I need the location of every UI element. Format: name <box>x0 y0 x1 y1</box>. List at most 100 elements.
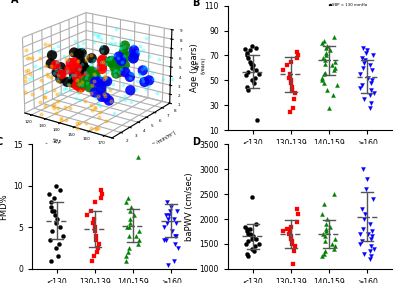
Point <box>323 53 329 58</box>
Point <box>126 225 132 230</box>
Point <box>247 232 254 236</box>
Point <box>130 213 137 217</box>
Point <box>48 258 54 263</box>
Point <box>171 217 177 221</box>
Point <box>59 233 66 238</box>
Point <box>167 209 173 213</box>
Point <box>332 244 338 249</box>
Point <box>332 237 339 241</box>
Point <box>172 242 178 246</box>
Point <box>288 237 294 241</box>
Point <box>367 106 373 110</box>
Y-axis label: FMD%: FMD% <box>0 193 8 220</box>
Point <box>49 209 55 213</box>
Point <box>367 249 374 254</box>
Point <box>319 78 325 83</box>
Point <box>173 221 179 226</box>
Point <box>48 200 55 205</box>
Point <box>52 221 59 226</box>
Point <box>288 224 295 229</box>
Legend: SBP < 130 mmHg, SBP 130-139 mmHg, SBP 140-159 mmHg, SBP ≥ 160 mmHg: SBP < 130 mmHg, SBP 130-139 mmHg, SBP 14… <box>328 2 373 24</box>
Point <box>319 254 325 259</box>
Point <box>371 247 377 251</box>
Point <box>54 254 61 259</box>
Point <box>359 207 365 211</box>
Point <box>126 246 132 250</box>
Point <box>363 51 369 55</box>
Point <box>244 252 250 256</box>
Point <box>127 217 133 221</box>
Point <box>361 252 367 256</box>
Point <box>254 118 260 123</box>
Point <box>123 258 129 263</box>
Point <box>172 233 178 238</box>
Point <box>135 155 142 159</box>
Point <box>245 232 251 236</box>
Point <box>371 91 377 95</box>
Point <box>252 237 259 241</box>
Point <box>96 242 102 246</box>
Point <box>92 233 99 238</box>
Point <box>171 258 178 263</box>
Point <box>123 200 130 205</box>
Point <box>84 213 91 217</box>
Point <box>128 204 134 209</box>
Point <box>98 188 104 192</box>
Point <box>359 83 366 88</box>
Point <box>370 197 376 201</box>
Point <box>326 48 333 53</box>
Point <box>90 221 97 226</box>
Point <box>97 196 104 201</box>
Point <box>123 254 129 259</box>
Point <box>288 234 294 239</box>
Point <box>46 192 52 196</box>
Point <box>360 167 366 171</box>
Point <box>326 106 332 110</box>
Point <box>246 227 253 231</box>
Point <box>324 217 330 221</box>
Point <box>369 234 375 239</box>
Point <box>95 246 101 250</box>
Point <box>319 41 326 45</box>
Point <box>321 72 327 76</box>
Point <box>368 100 374 105</box>
Point <box>293 219 300 224</box>
Point <box>255 242 262 246</box>
Point <box>324 43 330 48</box>
Point <box>253 46 259 50</box>
Point <box>245 56 251 60</box>
Point <box>250 234 256 239</box>
Point <box>320 56 326 60</box>
Point <box>163 213 169 217</box>
Point <box>331 35 338 39</box>
Point <box>322 234 328 239</box>
Point <box>124 225 130 230</box>
Point <box>359 56 365 60</box>
Point <box>127 221 133 226</box>
Point <box>52 184 59 188</box>
Point <box>248 237 255 241</box>
Point <box>280 229 287 234</box>
Point <box>295 53 301 58</box>
Text: C: C <box>0 137 3 147</box>
Point <box>88 209 94 213</box>
Point <box>330 247 337 251</box>
Point <box>248 247 255 251</box>
Point <box>91 254 97 259</box>
Point <box>248 43 255 48</box>
Point <box>175 246 181 250</box>
Point <box>287 109 293 114</box>
Point <box>319 76 325 80</box>
Point <box>323 229 329 234</box>
Point <box>250 249 257 254</box>
Point <box>322 71 328 75</box>
Y-axis label: Age (years): Age (years) <box>190 44 199 92</box>
Point <box>244 84 250 89</box>
Point <box>250 63 256 68</box>
Point <box>362 58 368 63</box>
Point <box>364 177 370 181</box>
Point <box>323 51 329 55</box>
Point <box>291 249 297 254</box>
Point <box>92 229 98 234</box>
Point <box>246 48 253 53</box>
